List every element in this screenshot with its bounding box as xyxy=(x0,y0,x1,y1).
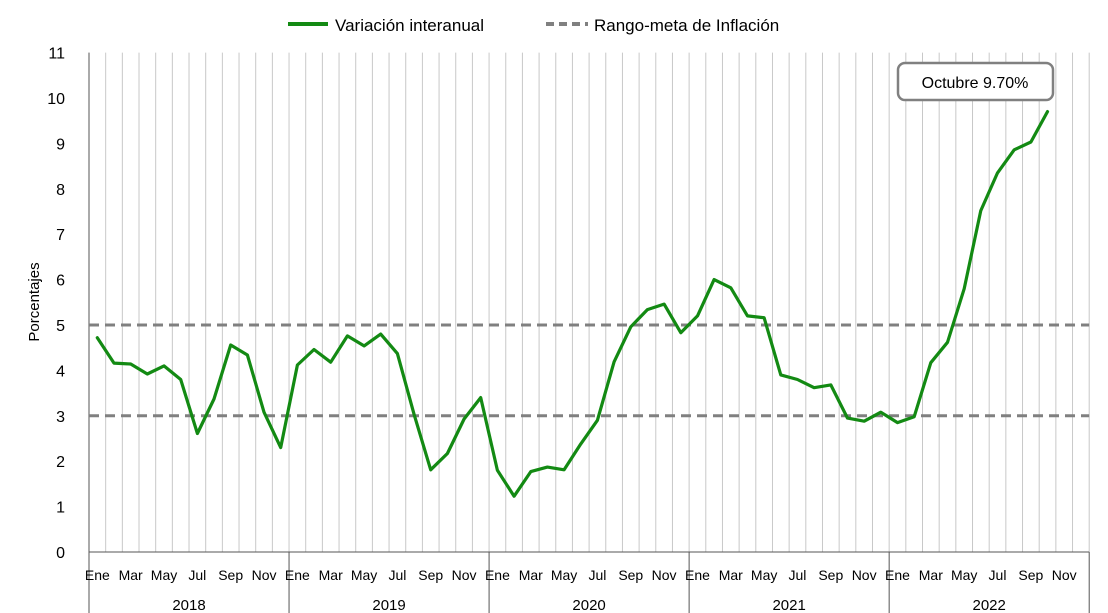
x-tick-label: Ene xyxy=(685,567,710,583)
x-tick-label: Ene xyxy=(485,567,510,583)
x-tick-label: May xyxy=(751,567,777,583)
y-tick-label: 6 xyxy=(56,273,65,290)
annotation-callout: Octubre 9.70% xyxy=(896,61,1055,102)
x-tick-label: Nov xyxy=(452,567,477,583)
x-tick-label: Nov xyxy=(652,567,677,583)
x-tick-label: Ene xyxy=(885,567,910,583)
annotation-text: Octubre 9.70% xyxy=(922,75,1029,92)
target-range-lines xyxy=(89,323,1090,418)
x-tick-label: Sep xyxy=(218,567,243,583)
y-tick-label: 1 xyxy=(56,500,65,517)
x-tick-label: Ene xyxy=(285,567,310,583)
grid-lines xyxy=(88,52,1090,552)
y-tick-labels: 0 1 2 3 4 5 6 7 8 9 10 11 xyxy=(47,46,65,562)
legend-label-variacion: Variación interanual xyxy=(335,16,484,35)
x-tick-label: Nov xyxy=(852,567,877,583)
year-label: 2019 xyxy=(372,597,405,613)
x-tick-label: May xyxy=(551,567,577,583)
series-layer xyxy=(95,109,1050,498)
x-tick-label: Nov xyxy=(252,567,277,583)
x-tick-labels: Ene Mar May Jul Sep Nov Ene Mar May Jul Sep Nov Ene M… xyxy=(85,567,1077,583)
year-label: 2021 xyxy=(772,597,805,613)
x-tick-label: Mar xyxy=(119,567,143,583)
y-tick-label: 9 xyxy=(56,136,65,153)
series-line-variacion xyxy=(95,109,1050,498)
x-tick-label: Mar xyxy=(719,567,743,583)
year-label: 2018 xyxy=(172,597,205,613)
x-tick-label: Nov xyxy=(1052,567,1077,583)
x-tick-label: Jul xyxy=(188,567,206,583)
y-tick-label: 2 xyxy=(56,454,65,471)
x-tick-label: Jul xyxy=(789,567,807,583)
y-tick-label: 11 xyxy=(48,46,65,63)
year-label: 2022 xyxy=(972,597,1005,613)
legend: Variación interanual Rango-meta de Infla… xyxy=(288,16,779,35)
year-label: 2020 xyxy=(572,597,605,613)
legend-label-rango-meta: Rango-meta de Inflación xyxy=(594,16,779,35)
y-tick-label: 4 xyxy=(56,363,65,380)
y-tick-label: 3 xyxy=(56,409,65,426)
x-tick-label: Mar xyxy=(919,567,943,583)
x-tick-label: May xyxy=(351,567,377,583)
x-tick-label: Sep xyxy=(818,567,843,583)
x-tick-label: Sep xyxy=(618,567,643,583)
year-labels: 2018 2019 2020 2021 2022 xyxy=(172,597,1006,613)
x-tick-label: Sep xyxy=(1018,567,1043,583)
x-tick-label: Jul xyxy=(388,567,406,583)
x-tick-label: Jul xyxy=(588,567,606,583)
x-tick-label: May xyxy=(151,567,177,583)
x-tick-label: Ene xyxy=(85,567,110,583)
x-tick-label: Jul xyxy=(989,567,1007,583)
y-tick-label: 8 xyxy=(56,182,65,199)
y-tick-label: 7 xyxy=(56,227,65,244)
y-tick-label: 10 xyxy=(47,91,65,108)
x-tick-label: Mar xyxy=(519,567,543,583)
x-tick-label: May xyxy=(951,567,977,583)
x-tick-label: Mar xyxy=(319,567,343,583)
y-tick-label: 5 xyxy=(56,318,65,335)
axes xyxy=(88,52,1090,613)
y-axis-title: Porcentajes xyxy=(26,262,43,341)
x-tick-label: Sep xyxy=(418,567,443,583)
annotation-box xyxy=(896,61,1055,102)
y-tick-label: 0 xyxy=(56,545,65,562)
